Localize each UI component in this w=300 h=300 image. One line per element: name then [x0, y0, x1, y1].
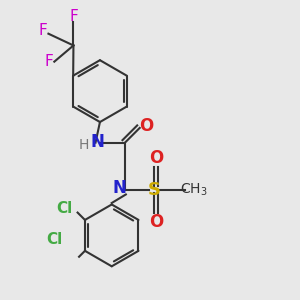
Text: Cl: Cl — [56, 201, 73, 216]
Text: F: F — [38, 23, 47, 38]
Text: Cl: Cl — [46, 232, 62, 247]
Text: O: O — [149, 149, 163, 167]
Text: O: O — [149, 212, 163, 230]
Text: N: N — [91, 133, 105, 151]
Text: S: S — [148, 181, 161, 199]
Text: CH$_3$: CH$_3$ — [180, 182, 208, 198]
Text: O: O — [139, 117, 153, 135]
Text: N: N — [113, 179, 127, 197]
Text: H: H — [79, 138, 89, 152]
Text: F: F — [69, 8, 78, 23]
Text: F: F — [44, 54, 53, 69]
